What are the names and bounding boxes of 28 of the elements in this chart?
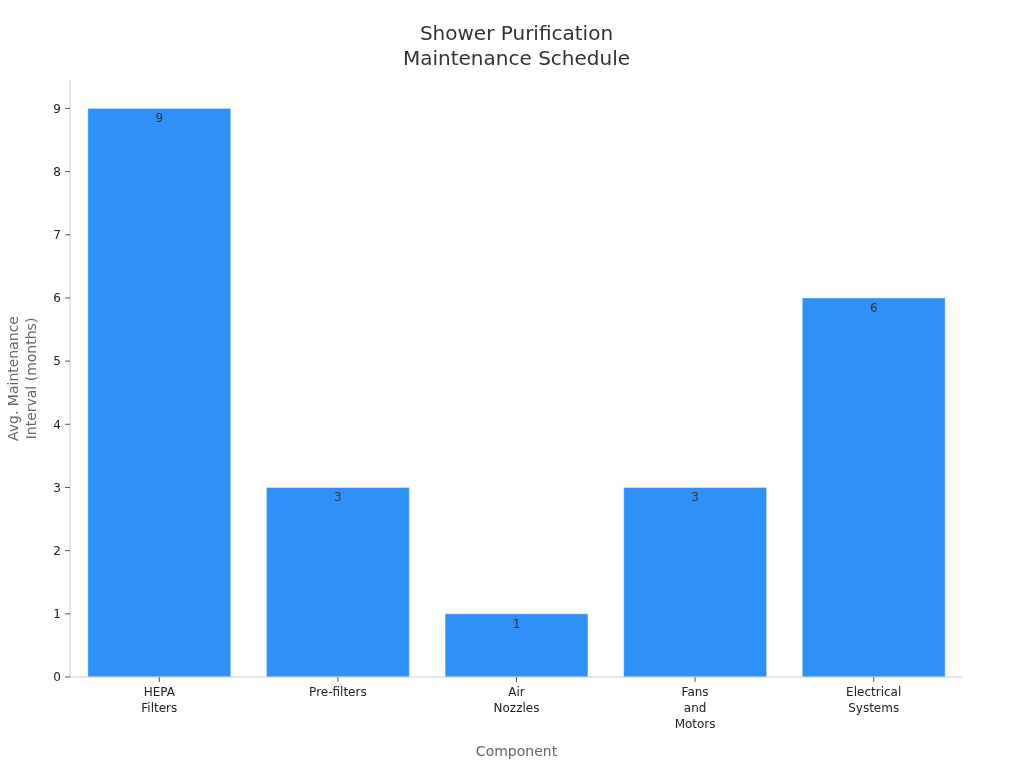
bar [801, 297, 946, 678]
y-tick-label: 6 [53, 291, 61, 306]
chart-title: Shower Purification Maintenance Schedule [402, 21, 631, 70]
y-axis-title: Avg. Maintenance Interval (months) [5, 316, 39, 441]
data-label: 3 [691, 490, 699, 505]
x-tick-label: Pre-filters [309, 685, 367, 699]
x-axis-title: Component [475, 743, 558, 759]
y-tick-label: 0 [53, 670, 61, 685]
data-label: 3 [334, 490, 342, 505]
y-tick-label: 5 [53, 354, 61, 369]
y-tick-label: 7 [53, 227, 61, 242]
x-tick-label: HEPA Filters [141, 685, 178, 715]
data-label: 1 [512, 616, 521, 631]
y-tick-label: 4 [53, 417, 61, 432]
y-tick-label: 2 [53, 543, 61, 558]
x-tick-label: Electrical Systems [846, 685, 902, 715]
bar [87, 107, 232, 678]
y-tick-label: 9 [53, 101, 61, 116]
x-tick-label: Air Nozzles [493, 685, 540, 715]
y-tick-label: 1 [53, 607, 61, 622]
data-label: 9 [155, 111, 164, 126]
data-label: 6 [869, 300, 878, 315]
y-tick-label: 8 [53, 164, 61, 179]
bar [623, 486, 768, 678]
x-tick-label: Fans and Motors [674, 685, 716, 731]
y-tick-label: 3 [53, 480, 61, 495]
bar [265, 486, 410, 678]
bar [444, 613, 589, 678]
